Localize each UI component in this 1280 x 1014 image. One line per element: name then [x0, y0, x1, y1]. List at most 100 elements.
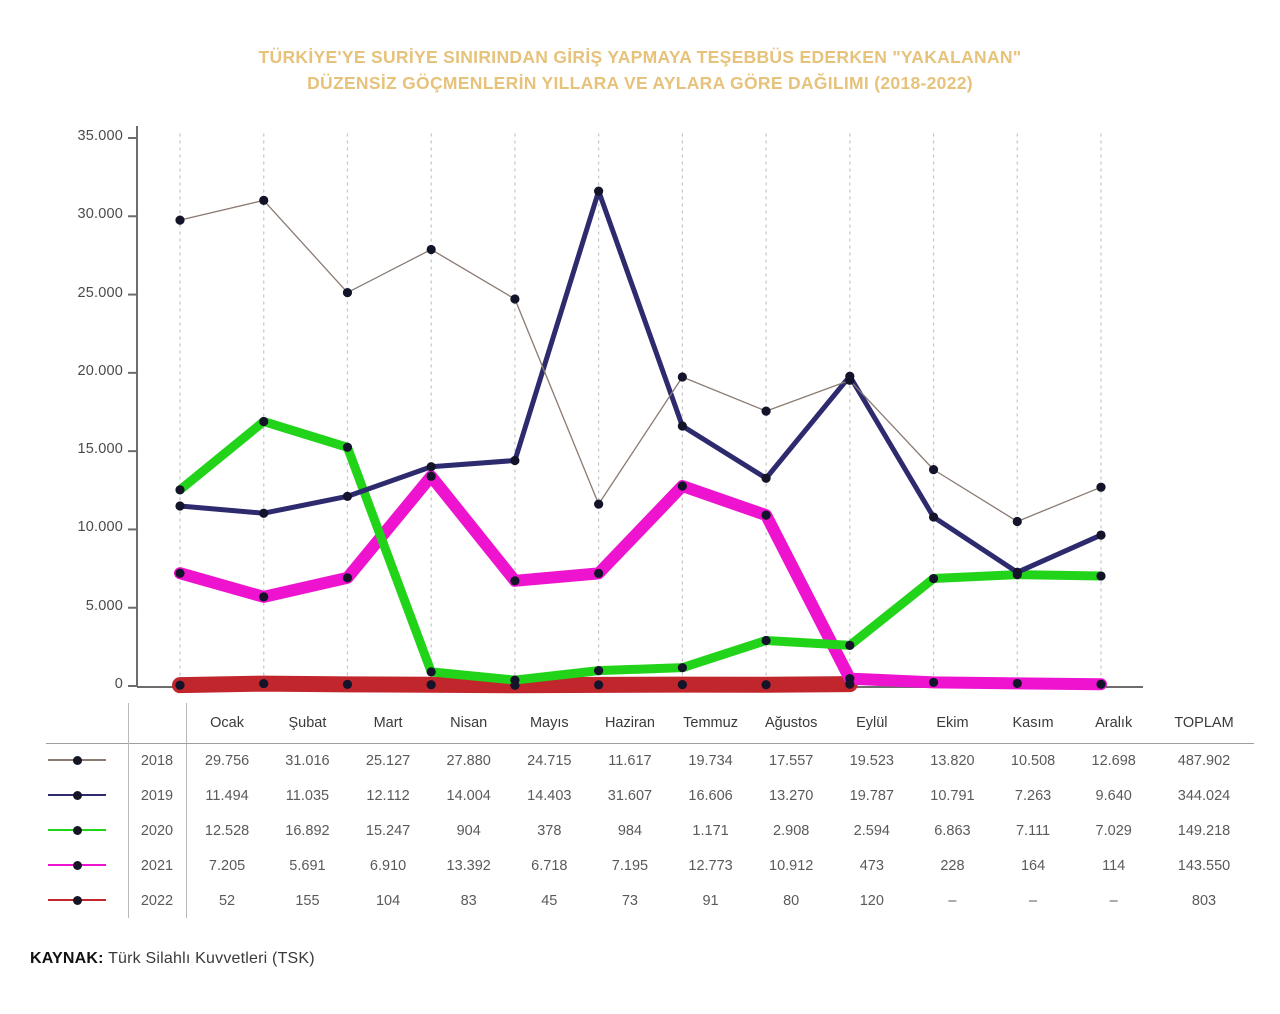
- table-cell-value: 31.607: [607, 787, 653, 804]
- table-row: 2021 7.205 5.691 6.910 13.392 6.718 7.195 12.77…: [26, 848, 1254, 883]
- table-year-divider: [128, 703, 129, 918]
- table-cell-value: 29.756: [204, 752, 250, 769]
- series-legend-marker: [26, 848, 128, 883]
- table-cell-value: 24.715: [527, 752, 572, 769]
- data-point-marker: [259, 678, 269, 689]
- data-point-marker: [594, 186, 604, 196]
- table-cell-value: 2.594: [853, 822, 890, 839]
- series-polyline: [174, 470, 1107, 691]
- legend-dot-icon: [72, 790, 82, 800]
- table-cell-year: 2022: [128, 883, 187, 918]
- data-point-marker: [928, 465, 939, 475]
- table-header-month: Aralık: [1095, 715, 1133, 731]
- table-row: 2018 29.756 31.016 25.127 27.880 24.715 11.617…: [26, 743, 1254, 778]
- table-cell-value: 6.910: [369, 857, 407, 874]
- data-point-marker: [1096, 530, 1106, 540]
- legend-swatch-icon: [48, 894, 106, 906]
- table-cell-year: 2020: [128, 813, 187, 848]
- data-point-marker: [761, 635, 771, 646]
- series-legend-marker: [26, 743, 128, 778]
- table-header-month: Mayıs: [529, 715, 569, 731]
- data-point-marker: [175, 485, 185, 495]
- table-cell-value: 10.508: [1010, 752, 1056, 769]
- table-cell-value: 11.617: [608, 752, 652, 769]
- data-point-marker: [259, 416, 269, 427]
- table-cell-value: 16.892: [285, 822, 330, 839]
- data-point-marker: [510, 294, 520, 304]
- table-header-year: [128, 703, 187, 743]
- line-chart: 0 5.000 10.000 15.000 20.000 25.000 30.000 35.0…: [0, 120, 1280, 710]
- data-point-marker: [342, 442, 353, 452]
- y-axis-tick-label: 15.000: [77, 441, 123, 458]
- table-header-rule: [46, 743, 1254, 744]
- data-point-marker: [1096, 482, 1106, 492]
- table-cell-value: 11.494: [205, 787, 249, 804]
- table-cell-value: 9.640: [1095, 787, 1132, 804]
- table-cell-value: 7.029: [1095, 822, 1132, 839]
- table-cell-total: 487.902: [1177, 752, 1231, 769]
- data-point-marker: [175, 680, 185, 690]
- table-cell-total: 149.218: [1177, 822, 1231, 839]
- table-cell-value: 11.035: [285, 787, 330, 804]
- table-cell-total: 344.024: [1177, 787, 1231, 804]
- y-axis-tick-label: 0: [114, 676, 123, 692]
- table-cell-value: 13.392: [446, 857, 491, 874]
- data-point-marker: [342, 573, 353, 583]
- data-point-marker: [677, 372, 687, 382]
- data-point-marker: [426, 667, 436, 677]
- source-note: KAYNAK: Türk Silahlı Kuvvetleri (TSK): [30, 950, 315, 968]
- axes: [128, 126, 1143, 688]
- data-point-marker: [677, 421, 687, 431]
- y-axis-tick-label: 5.000: [85, 597, 123, 614]
- legend-dot-icon: [72, 825, 82, 835]
- table-cell-total: 803: [1191, 892, 1217, 909]
- table-cell-value: 984: [617, 822, 643, 839]
- table-cell-value: 155: [295, 892, 320, 909]
- table-cell-year: 2021: [128, 848, 187, 883]
- data-point-marker: [594, 568, 604, 578]
- table-cell-value: 12.528: [204, 822, 250, 839]
- source-text: Türk Silahlı Kuvvetleri (TSK): [103, 950, 315, 967]
- table-head: Ocak Şubat Mart Nisan Mayıs Haziran Temm…: [26, 703, 1254, 743]
- data-point-marker: [761, 510, 771, 520]
- table-cell-value: 1.171: [692, 822, 729, 839]
- table-header-month: Temmuz: [683, 715, 738, 731]
- table-cell-value: 104: [375, 892, 401, 909]
- chart-title-line-1: TÜRKİYE'YE SURİYE SINIRINDAN GİRİŞ YAPMA…: [258, 47, 1022, 67]
- data-point-marker: [594, 665, 604, 676]
- table-cell-value: 80: [783, 892, 800, 909]
- data-point-marker: [510, 455, 520, 466]
- table-header-month: Mart: [373, 715, 403, 731]
- table-row: 2022 52 155 104 83 45 73 91 80 120 – – – 803: [26, 883, 1254, 918]
- table-header-month: Ağustos: [764, 715, 818, 731]
- y-axis-tick-label: 25.000: [77, 284, 123, 301]
- series-line-2021: [174, 470, 1107, 691]
- table-header-month: Haziran: [604, 715, 655, 731]
- series-legend-marker: [26, 813, 128, 848]
- table-cell-value: 6.718: [531, 857, 568, 874]
- table-header-month: Eylül: [856, 715, 888, 731]
- data-point-marker: [175, 568, 185, 578]
- table-header-row: Ocak Şubat Mart Nisan Mayıs Haziran Temm…: [26, 703, 1254, 743]
- table-cell-value: 904: [456, 822, 481, 839]
- table-cell-year: 2019: [128, 778, 187, 813]
- table-cell-value: 83: [460, 892, 477, 909]
- table-cell-value: 19.523: [849, 752, 894, 769]
- data-point-marker: [677, 481, 687, 491]
- table-cell-value: 2.908: [773, 822, 810, 839]
- y-axis-tick-label: 35.000: [77, 128, 123, 144]
- table-cell-value: 164: [1020, 857, 1046, 874]
- data-point-marker: [1012, 678, 1022, 689]
- legend-dot-icon: [72, 895, 82, 905]
- table-cell-value: 13.270: [769, 787, 814, 804]
- table-cell-value: 19.787: [849, 787, 894, 804]
- table-cell-total: 143.550: [1177, 857, 1231, 874]
- table-cell-value: 73: [621, 892, 638, 909]
- table-cell-value: –: [1109, 892, 1118, 909]
- series-legend-marker: [26, 778, 128, 813]
- table-cell-value: 17.557: [769, 752, 814, 769]
- data-point-marker: [1096, 679, 1106, 689]
- table-cell-value: –: [948, 892, 957, 909]
- table-cell-value: 25.127: [365, 752, 411, 769]
